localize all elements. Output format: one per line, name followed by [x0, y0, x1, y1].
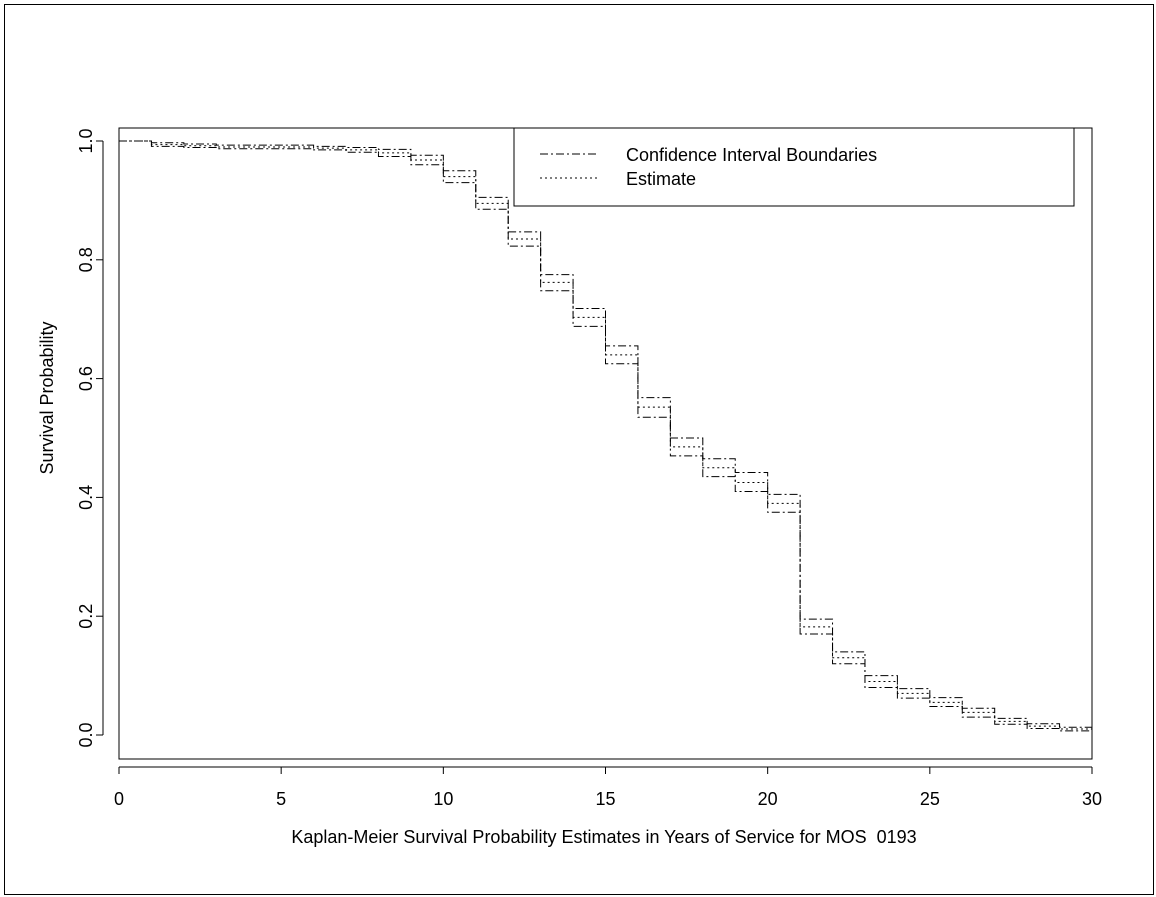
y-axis-label: Survival Probability — [37, 321, 57, 474]
x-axis-label: Kaplan-Meier Survival Probability Estima… — [291, 827, 916, 847]
x-tick-label: 0 — [114, 789, 124, 809]
series-ci-lower-line — [119, 140, 1092, 732]
y-tick-label: 0.8 — [76, 247, 96, 272]
x-axis: 0 5 10 15 20 25 30 — [114, 766, 1102, 809]
x-tick-label: 25 — [920, 789, 940, 809]
series-layer — [119, 140, 1092, 732]
y-tick-label: 0.4 — [76, 485, 96, 510]
series-estimate-line — [119, 140, 1092, 730]
series-ci-upper-line — [119, 140, 1092, 728]
x-tick-label: 15 — [595, 789, 615, 809]
x-tick-label: 5 — [276, 789, 286, 809]
legend-box — [513, 127, 1075, 207]
legend-label-estimate: Estimate — [626, 169, 696, 189]
x-tick-label: 20 — [758, 789, 778, 809]
y-tick-label: 1.0 — [76, 128, 96, 153]
x-tick-label: 30 — [1082, 789, 1102, 809]
y-axis: 0.0 0.2 0.4 0.6 0.8 1.0 — [76, 128, 104, 748]
legend-label-ci: Confidence Interval Boundaries — [626, 145, 877, 165]
y-tick-label: 0.2 — [76, 604, 96, 629]
x-tick-label: 10 — [433, 789, 453, 809]
y-tick-label: 0.6 — [76, 366, 96, 391]
plot-area — [118, 127, 1093, 760]
legend: Confidence Interval Boundaries Estimate — [513, 127, 1075, 207]
y-tick-label: 0.0 — [76, 722, 96, 747]
